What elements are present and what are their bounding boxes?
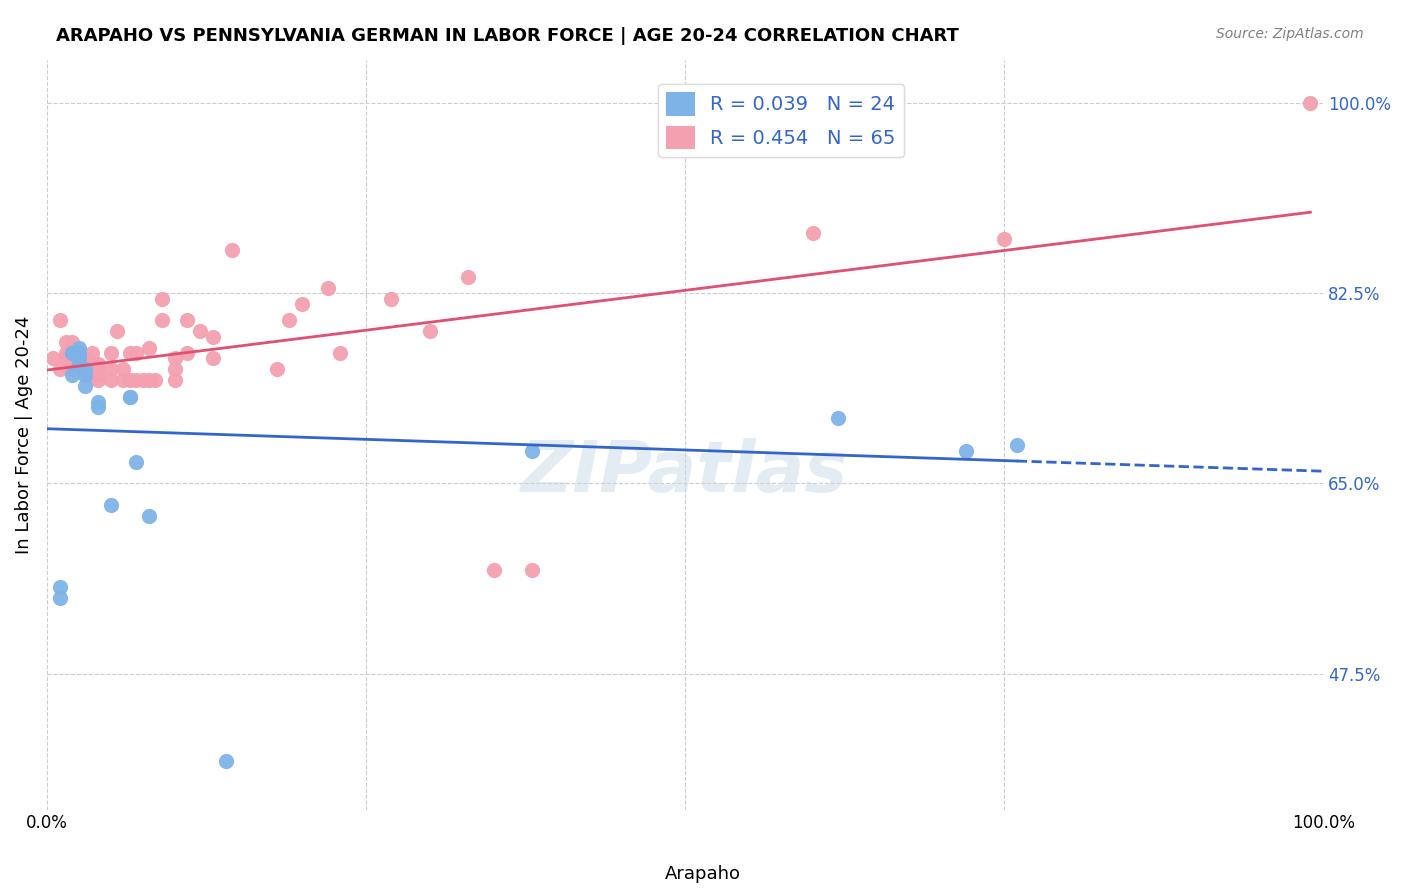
Point	[67, 351, 90, 366]
Point	[131, 373, 153, 387]
Point	[482, 563, 505, 577]
Point	[112, 362, 135, 376]
Point	[62, 368, 84, 382]
Point	[163, 373, 186, 387]
Point	[827, 411, 849, 425]
Point	[105, 324, 128, 338]
Point	[266, 362, 288, 376]
Point	[138, 509, 160, 524]
Point	[457, 270, 479, 285]
Point	[100, 346, 122, 360]
Point	[75, 362, 97, 376]
Point	[316, 281, 339, 295]
Point	[214, 754, 236, 768]
Point	[291, 297, 314, 311]
Point	[87, 357, 110, 371]
Point	[48, 362, 70, 376]
Point	[188, 324, 211, 338]
Point	[118, 373, 141, 387]
Point	[67, 341, 90, 355]
Point	[201, 351, 224, 366]
Legend: R = 0.039   N = 24, R = 0.454   N = 65: R = 0.039 N = 24, R = 0.454 N = 65	[658, 85, 904, 157]
Point	[380, 292, 402, 306]
Point	[138, 373, 160, 387]
Point	[67, 351, 90, 366]
Point	[75, 362, 97, 376]
Point	[48, 580, 70, 594]
Point	[118, 346, 141, 360]
Point	[100, 362, 122, 376]
Point	[48, 591, 70, 605]
Point	[80, 357, 103, 371]
Point	[150, 292, 173, 306]
Point	[67, 357, 90, 371]
Point	[419, 324, 441, 338]
Point	[62, 362, 84, 376]
Point	[87, 395, 110, 409]
Point	[100, 373, 122, 387]
Text: Arapaho: Arapaho	[665, 865, 741, 883]
Point	[145, 373, 167, 387]
Point	[520, 563, 543, 577]
Point	[67, 346, 90, 360]
Point	[163, 351, 186, 366]
Point	[329, 346, 352, 360]
Point	[112, 373, 135, 387]
Point	[80, 368, 103, 382]
Point	[62, 351, 84, 366]
Point	[125, 346, 148, 360]
Point	[87, 368, 110, 382]
Point	[100, 498, 122, 512]
Point	[176, 346, 198, 360]
Point	[221, 243, 243, 257]
Point	[118, 390, 141, 404]
Point	[42, 351, 65, 366]
Point	[75, 378, 97, 392]
Point	[80, 346, 103, 360]
Point	[201, 330, 224, 344]
Y-axis label: In Labor Force | Age 20-24: In Labor Force | Age 20-24	[15, 316, 32, 554]
Point	[62, 346, 84, 360]
Point	[150, 313, 173, 327]
Point	[67, 346, 90, 360]
Point	[87, 401, 110, 415]
Point	[62, 346, 84, 360]
Point	[55, 346, 77, 360]
Point	[55, 335, 77, 350]
Point	[118, 390, 141, 404]
Point	[75, 357, 97, 371]
Point	[278, 313, 301, 327]
Point	[163, 362, 186, 376]
Point	[75, 351, 97, 366]
Text: ZIPatlas: ZIPatlas	[522, 438, 849, 507]
Text: Source: ZipAtlas.com: Source: ZipAtlas.com	[1216, 27, 1364, 41]
Point	[75, 368, 97, 382]
Point	[87, 362, 110, 376]
Point	[138, 341, 160, 355]
Point	[125, 373, 148, 387]
Point	[1299, 96, 1322, 111]
Point	[80, 362, 103, 376]
Point	[801, 227, 824, 241]
Point	[955, 443, 977, 458]
Point	[62, 335, 84, 350]
Point	[62, 346, 84, 360]
Text: ARAPAHO VS PENNSYLVANIA GERMAN IN LABOR FORCE | AGE 20-24 CORRELATION CHART: ARAPAHO VS PENNSYLVANIA GERMAN IN LABOR …	[56, 27, 959, 45]
Point	[55, 351, 77, 366]
Point	[1005, 438, 1028, 452]
Point	[176, 313, 198, 327]
Point	[48, 313, 70, 327]
Point	[993, 232, 1015, 246]
Point	[75, 368, 97, 382]
Point	[87, 373, 110, 387]
Point	[520, 443, 543, 458]
Point	[62, 357, 84, 371]
Point	[125, 455, 148, 469]
Point	[67, 346, 90, 360]
Point	[67, 357, 90, 371]
